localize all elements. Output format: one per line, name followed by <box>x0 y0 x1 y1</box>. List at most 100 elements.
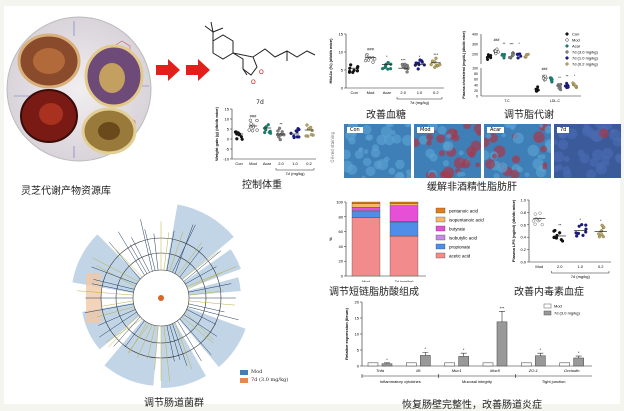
tissue-texture <box>544 125 551 134</box>
significance-mark: ** <box>279 121 283 126</box>
cladogram-branch <box>188 290 224 296</box>
cladogram-branch <box>174 322 192 370</box>
data-point <box>239 135 244 139</box>
cladogram-branch <box>163 232 170 271</box>
data-point <box>557 86 561 90</box>
group-label: Mucosal integrity <box>462 379 492 384</box>
legend-swatch-7d <box>240 377 248 383</box>
significance-mark: * <box>574 74 576 78</box>
error-bar <box>537 352 544 356</box>
tissue-texture <box>532 158 544 170</box>
y-axis-label: Weight gain (g) (db/db mice) <box>214 106 219 160</box>
legend-label: Con <box>572 32 579 37</box>
y-tick-label: 0.6 <box>520 222 526 227</box>
tissue-texture <box>554 165 559 173</box>
legend-label: 7d (3.0 mg/kg) <box>572 50 598 55</box>
tissue-texture <box>405 169 411 176</box>
data-point <box>584 223 588 227</box>
cladogram-branch <box>129 244 148 274</box>
x-tick-label: Mod <box>249 161 257 166</box>
legend-marker <box>565 38 569 42</box>
stacked-bar-segment <box>351 207 381 211</box>
histology-label: 7d <box>557 127 570 133</box>
tissue-texture <box>563 170 572 178</box>
tissue-texture <box>540 145 548 153</box>
cladogram-branch <box>128 322 148 354</box>
tissue-texture <box>484 150 490 161</box>
data-point <box>255 118 259 123</box>
stacked-bar-segment <box>351 201 381 204</box>
data-point <box>533 222 537 226</box>
y-tick-label: 5 <box>357 348 360 353</box>
tissue-texture <box>605 161 610 166</box>
data-point <box>518 52 522 56</box>
x-tick-label: Tnfa <box>376 368 385 373</box>
group-label: Inflammatory cytokines <box>380 379 421 384</box>
legend-swatch <box>543 303 552 309</box>
cladogram-branch <box>105 318 143 343</box>
tissue-texture <box>344 149 351 160</box>
group-bracket <box>551 271 610 274</box>
data-point <box>263 130 267 135</box>
data-point <box>305 123 309 127</box>
group-bracket <box>396 97 443 100</box>
y-tick-label: 0.0 <box>520 260 526 265</box>
data-point <box>371 60 375 64</box>
data-point <box>574 231 578 235</box>
bar-mod <box>406 362 417 367</box>
tissue-texture <box>365 134 372 141</box>
stacked-bar-segment <box>351 217 381 277</box>
data-point <box>554 236 559 240</box>
tissue-texture <box>365 166 376 177</box>
cladogram-branch <box>91 266 137 285</box>
legend-label: acetic acid <box>449 254 471 259</box>
data-point <box>309 125 313 130</box>
data-point <box>386 67 390 71</box>
x-tick-label: 2.0 <box>557 264 563 269</box>
tissue-texture <box>612 136 621 147</box>
tissue-texture <box>486 133 492 139</box>
data-point <box>276 129 280 133</box>
caption-microbiota: 调节肠道菌群 <box>144 398 204 409</box>
y-tick-label: -10 <box>223 157 230 162</box>
y-tick-label: 100 <box>472 67 478 71</box>
tissue-texture <box>453 157 466 169</box>
tissue-texture <box>507 124 517 129</box>
y-tick-label: 0 <box>341 86 344 91</box>
y-tick-label: 300 <box>472 43 478 47</box>
data-point <box>558 231 562 235</box>
legend-label: propionate <box>449 245 471 250</box>
data-point <box>386 60 390 65</box>
x-tick-label: T.C <box>504 99 510 103</box>
significance-mark: *** <box>500 305 505 310</box>
tissue-texture <box>579 153 590 164</box>
svg-text:O: O <box>251 80 256 86</box>
tissue-texture <box>516 166 523 173</box>
tissue-texture <box>470 140 481 152</box>
compound-7d-structure: O O <box>204 21 316 86</box>
data-point <box>434 56 438 60</box>
legend-swatch-mod <box>240 369 248 375</box>
group-label: 7d (mg/kg) <box>285 171 305 176</box>
tissue-texture <box>376 134 387 146</box>
x-tick-label: Muc1 <box>452 368 462 373</box>
tissue-texture <box>388 167 396 175</box>
legend-marker <box>565 32 569 36</box>
data-point <box>249 122 253 126</box>
cladogram-branch <box>166 325 175 362</box>
legend-marker <box>565 62 569 66</box>
y-axis-label: % <box>328 237 333 241</box>
data-point <box>538 217 542 221</box>
histology-image-mod: Mod <box>414 124 481 178</box>
clade-highlight-mod <box>188 277 241 296</box>
cladogram-branch <box>172 323 188 366</box>
histology-label: Mod <box>417 127 434 133</box>
bar-mod <box>367 362 379 367</box>
tissue-texture <box>346 164 358 175</box>
cladogram-branch <box>124 320 145 348</box>
arrow-right-icon <box>156 59 180 81</box>
tissue-texture <box>436 134 446 143</box>
cladogram-branch <box>98 309 136 326</box>
tissue-texture <box>615 154 621 164</box>
